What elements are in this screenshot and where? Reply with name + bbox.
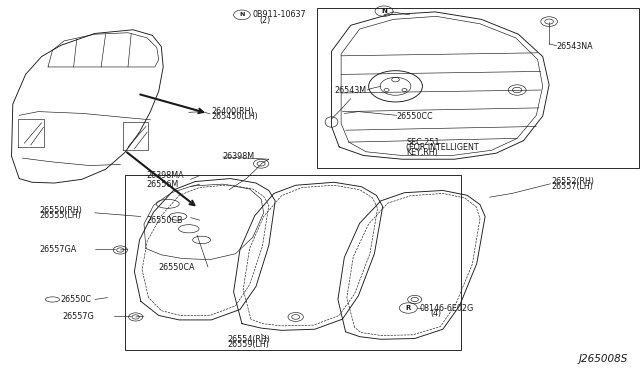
Text: 26554(RH): 26554(RH) — [227, 335, 270, 344]
Text: 08146-6E02G: 08146-6E02G — [419, 304, 474, 312]
Text: J265008S: J265008S — [579, 354, 628, 364]
Text: R: R — [406, 305, 411, 311]
Text: 0B911-10637: 0B911-10637 — [252, 10, 306, 19]
Text: 26557GA: 26557GA — [40, 245, 77, 254]
Text: (FOR INTELLIGENT: (FOR INTELLIGENT — [406, 143, 479, 152]
Text: 26398MA: 26398MA — [146, 171, 184, 180]
Text: 26550CC: 26550CC — [397, 112, 433, 121]
Text: 26557G: 26557G — [63, 312, 95, 321]
Text: 26550(RH): 26550(RH) — [40, 206, 83, 215]
Text: 26543M: 26543M — [334, 86, 366, 94]
Text: 26543NA: 26543NA — [557, 42, 593, 51]
Text: 26398M: 26398M — [223, 153, 255, 161]
Bar — [317, 8, 639, 168]
Text: 26552(RH): 26552(RH) — [552, 177, 595, 186]
Bar — [125, 175, 461, 350]
Text: 26550CB: 26550CB — [146, 216, 182, 225]
Text: 26556M: 26556M — [146, 180, 178, 189]
Text: 26400(RH): 26400(RH) — [211, 107, 254, 116]
Text: 265450(LH): 265450(LH) — [211, 112, 258, 121]
Text: N: N — [381, 8, 387, 14]
Text: (4): (4) — [430, 309, 441, 318]
Text: 26559(LH): 26559(LH) — [227, 340, 269, 349]
Text: 26557(LH): 26557(LH) — [552, 182, 593, 191]
Text: 26550CA: 26550CA — [159, 263, 195, 272]
Text: N: N — [239, 12, 244, 17]
Text: 26555(LH): 26555(LH) — [40, 211, 81, 220]
Text: (2): (2) — [259, 16, 271, 25]
Text: SEC.251: SEC.251 — [406, 138, 440, 147]
Text: 26550C: 26550C — [61, 295, 92, 304]
Text: KEY,RH): KEY,RH) — [406, 148, 438, 157]
